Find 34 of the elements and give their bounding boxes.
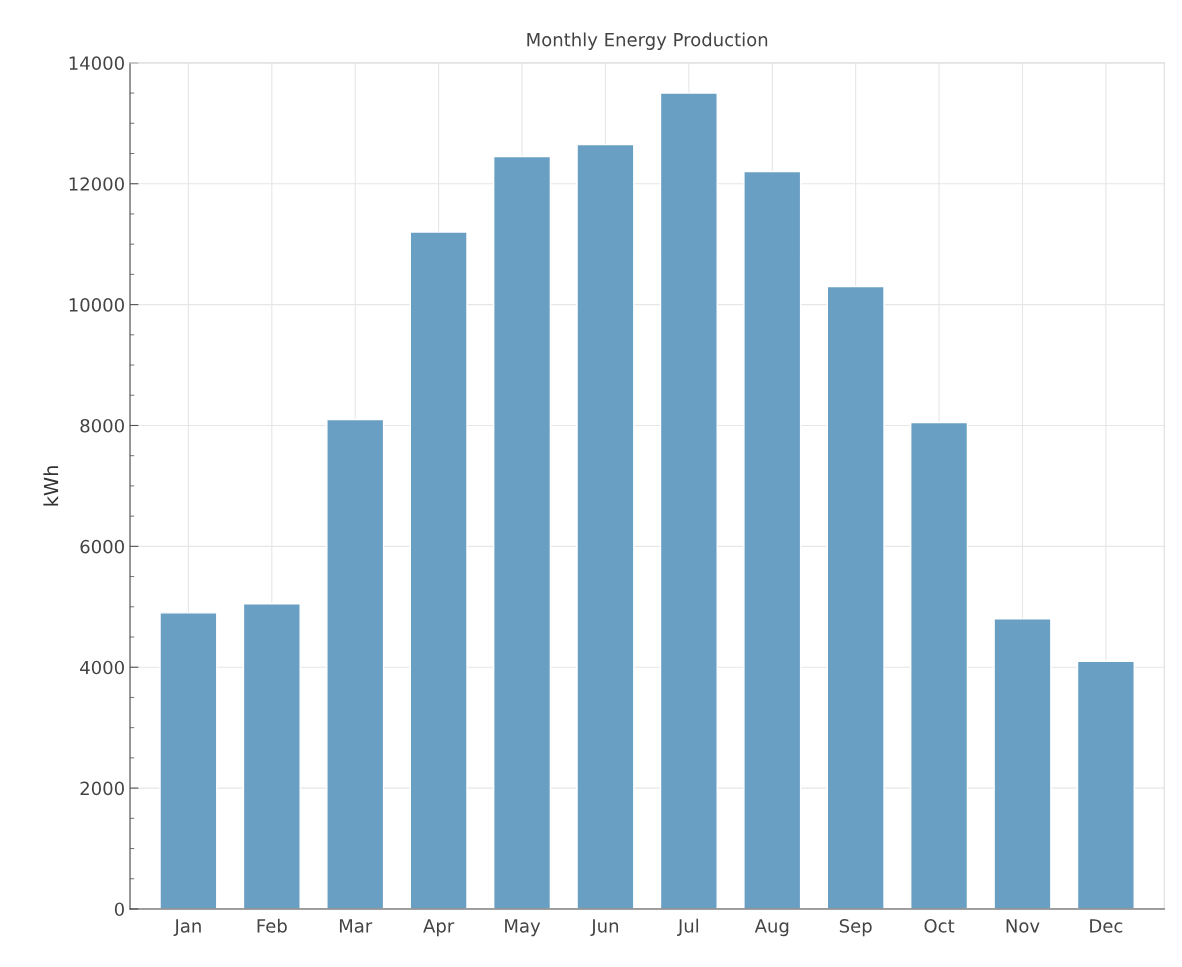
x-tick-label: May <box>505 919 541 937</box>
bar <box>659 92 718 909</box>
chart-title: Monthly Energy Production <box>527 32 768 50</box>
x-tick-label: Jun <box>590 919 619 937</box>
bar <box>743 170 802 909</box>
x-tick-label: Apr <box>423 919 455 937</box>
x-tick-label: Oct <box>924 919 955 933</box>
x-tick-label: Nov <box>1006 919 1040 933</box>
y-axis-title: kWh <box>43 466 59 506</box>
y-tick-label: 12000 <box>69 177 124 191</box>
y-tick-label: 6000 <box>80 539 124 554</box>
bar <box>492 155 552 909</box>
bar <box>576 143 635 909</box>
x-tick-label: Aug <box>754 919 789 937</box>
bar <box>409 231 468 909</box>
x-tick-label: Feb <box>257 918 287 933</box>
x-tick-label: Mar <box>339 919 373 933</box>
y-tick-label: 0 <box>114 902 124 917</box>
bar <box>993 618 1052 909</box>
x-tick-label: Jan <box>173 919 201 937</box>
x-tick-label: Jul <box>677 918 699 937</box>
x-tick-label: Sep <box>839 919 872 937</box>
bar <box>826 285 885 909</box>
bar <box>1076 660 1135 909</box>
x-tick-label: Dec <box>1090 919 1123 933</box>
y-tick-label: 2000 <box>80 781 124 796</box>
bar <box>326 418 385 909</box>
y-tick-label: 4000 <box>80 660 124 675</box>
bar <box>910 421 969 909</box>
y-tick-label: 10000 <box>69 298 124 312</box>
y-tick-label: 8000 <box>80 418 124 433</box>
bar <box>159 612 218 909</box>
bar <box>242 603 301 909</box>
y-tick-label: 14000 <box>69 56 124 70</box>
